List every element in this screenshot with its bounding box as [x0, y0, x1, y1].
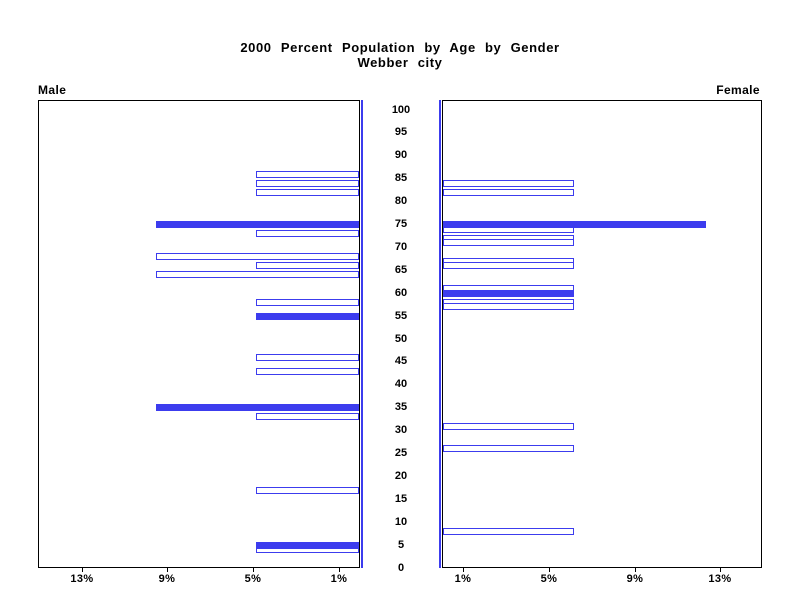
male-bar-age-55: [256, 313, 359, 320]
age-tick-label-80: 80: [394, 195, 408, 207]
male-bar-age-35: [156, 404, 359, 411]
male-pct-label-9: 9%: [158, 573, 176, 585]
female-bar-age-57: [443, 303, 574, 310]
male-pct-label-5: 5%: [244, 573, 262, 585]
male-bar-age-73: [256, 230, 359, 237]
male-tick-mark-1: [339, 568, 340, 572]
age-tick-label-15: 15: [394, 493, 408, 505]
age-tick-label-50: 50: [394, 333, 408, 345]
female-pct-label-5: 5%: [540, 573, 558, 585]
male-bar-age-17: [256, 487, 359, 494]
age-tick-label-85: 85: [394, 172, 408, 184]
male-bar-age-68: [156, 253, 359, 260]
male-bar-age-84: [256, 180, 359, 187]
chart-title-line2: Webber city: [357, 55, 443, 70]
male-bar-age-82: [256, 189, 359, 196]
female-bar-age-84: [443, 180, 574, 187]
age-tick-label-5: 5: [397, 539, 405, 551]
female-bar-age-60: [443, 290, 574, 297]
male-bar-age-46: [256, 354, 359, 361]
female-bar-age-31: [443, 423, 574, 430]
age-tick-label-65: 65: [394, 264, 408, 276]
male-zero-axis-line: [361, 100, 363, 568]
age-tick-label-35: 35: [394, 401, 408, 413]
male-panel-label: Male: [38, 83, 67, 97]
female-bar-age-82: [443, 189, 574, 196]
male-tick-mark-13: [82, 568, 83, 572]
age-tick-label-95: 95: [394, 126, 408, 138]
female-zero-axis-line: [439, 100, 441, 568]
female-chart-box: [442, 100, 762, 568]
female-tick-mark-1: [463, 568, 464, 572]
male-tick-mark-5: [253, 568, 254, 572]
age-tick-label-40: 40: [394, 378, 408, 390]
male-pct-label-13: 13%: [70, 573, 94, 585]
age-tick-label-10: 10: [394, 516, 408, 528]
female-tick-mark-13: [720, 568, 721, 572]
female-bar-age-66: [443, 262, 574, 269]
female-bar-age-71: [443, 239, 574, 246]
female-tick-mark-9: [635, 568, 636, 572]
male-tick-mark-9: [167, 568, 168, 572]
age-tick-label-20: 20: [394, 470, 408, 482]
female-panel-label: Female: [716, 83, 760, 97]
female-bar-age-75: [443, 221, 706, 228]
female-bar-age-8: [443, 528, 574, 535]
male-bar-age-86: [256, 171, 359, 178]
age-tick-label-60: 60: [394, 287, 408, 299]
male-bar-age-33: [256, 413, 359, 420]
male-bar-age-43: [256, 368, 359, 375]
male-bar-age-75: [156, 221, 359, 228]
chart-title-line1: 2000 Percent Population by Age by Gender: [240, 40, 560, 55]
male-bar-age-58: [256, 299, 359, 306]
age-tick-label-70: 70: [394, 241, 408, 253]
age-tick-label-25: 25: [394, 447, 408, 459]
male-pct-label-1: 1%: [330, 573, 348, 585]
female-bar-age-26: [443, 445, 574, 452]
chart-title: 2000 Percent Population by Age by Gender…: [0, 40, 800, 70]
male-bar-age-64: [156, 271, 359, 278]
female-tick-mark-5: [549, 568, 550, 572]
male-bar-age-5: [256, 542, 359, 549]
age-tick-label-55: 55: [394, 310, 408, 322]
female-pct-label-9: 9%: [626, 573, 644, 585]
female-pct-label-13: 13%: [708, 573, 732, 585]
age-tick-label-100: 100: [391, 104, 411, 116]
female-pct-label-1: 1%: [454, 573, 472, 585]
male-bar-age-66: [256, 262, 359, 269]
age-tick-label-75: 75: [394, 218, 408, 230]
age-tick-label-30: 30: [394, 424, 408, 436]
age-tick-label-0: 0: [397, 562, 405, 574]
age-tick-label-45: 45: [394, 355, 408, 367]
age-tick-label-90: 90: [394, 149, 408, 161]
